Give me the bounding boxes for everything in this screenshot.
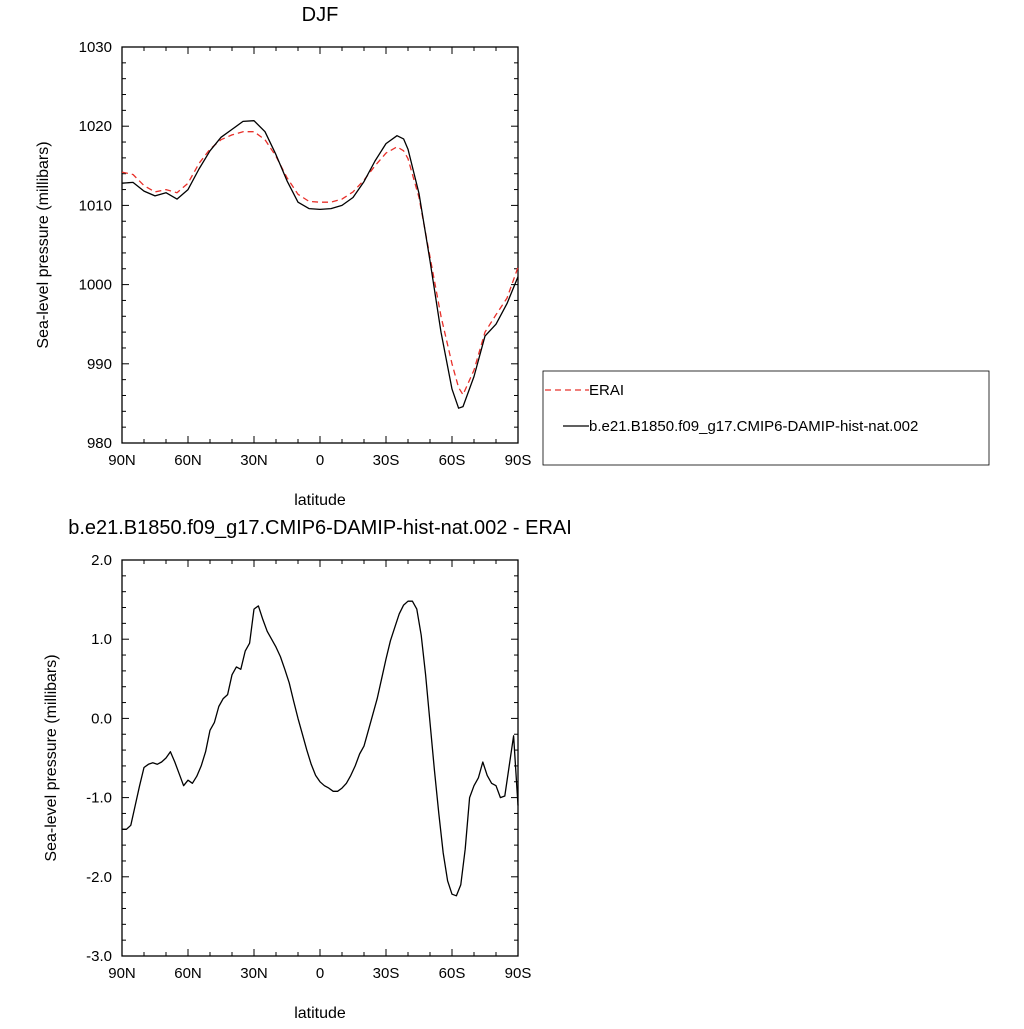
plot-frame <box>121 559 519 957</box>
x-tick-label: 0 <box>316 452 324 469</box>
series-line-0 <box>121 131 519 396</box>
x-tick-label: 60N <box>174 965 202 982</box>
legend-label-erai: ERAI <box>589 382 624 399</box>
y-tick-label: 1010 <box>79 197 112 214</box>
y-axis-label: Sea-level pressure (millibars) <box>35 141 52 348</box>
chart-title: b.e21.B1850.f09_g17.CMIP6-DAMIP-hist-nat… <box>68 517 572 539</box>
axis-ticks: 90N 60N 30N 0 30S 60S 90S -3.0 -2.0 -1.0 0.0 1.0 2.0 <box>86 552 531 982</box>
x-tick-label: 90S <box>505 965 532 982</box>
y-tick-label: 0.0 <box>91 710 112 727</box>
plot-lines <box>122 600 519 897</box>
x-tick-label: 30S <box>373 965 400 982</box>
x-tick-label: 30N <box>240 452 268 469</box>
chart-title: DJF <box>302 4 339 26</box>
x-tick-label: 60N <box>174 452 202 469</box>
y-tick-label: -1.0 <box>86 790 112 807</box>
y-tick-label: 980 <box>87 435 112 452</box>
x-tick-label: 60S <box>439 452 466 469</box>
x-tick-label: 60S <box>439 965 466 982</box>
y-axis-label: Sea-level pressure (millibars) <box>43 654 60 861</box>
x-axis-label: latitude <box>294 492 346 509</box>
panel-difference: b.e21.B1850.f09_g17.CMIP6-DAMIP-hist-nat… <box>43 517 572 1022</box>
x-tick-label: 0 <box>316 965 324 982</box>
panel-climatology: DJF 90N 60N 30N 0 30S 60S 90S 980 990 1000 1010 102… <box>35 4 990 509</box>
series-line-0 <box>122 600 519 897</box>
series-line-1 <box>121 120 519 409</box>
y-tick-label: -2.0 <box>86 869 112 886</box>
x-tick-label: 30S <box>373 452 400 469</box>
y-tick-label: 990 <box>87 356 112 373</box>
x-tick-label: 90S <box>505 452 532 469</box>
x-tick-label: 90N <box>108 965 136 982</box>
y-tick-label: -3.0 <box>86 948 112 965</box>
plot-frame <box>121 46 519 444</box>
legend-box <box>542 370 990 466</box>
plot-lines <box>121 120 519 409</box>
axis-ticks: 90N 60N 30N 0 30S 60S 90S 980 990 1000 1010 1020 103… <box>79 39 532 469</box>
y-tick-label: 1020 <box>79 118 112 135</box>
legend: ERAI b.e21.B1850.f09_g17.CMIP6-DAMIP-his… <box>542 370 990 466</box>
y-tick-label: 2.0 <box>91 552 112 569</box>
x-tick-label: 90N <box>108 452 136 469</box>
y-tick-label: 1.0 <box>91 631 112 648</box>
y-tick-label: 1030 <box>79 39 112 56</box>
legend-label-model: b.e21.B1850.f09_g17.CMIP6-DAMIP-hist-nat… <box>589 418 918 435</box>
x-tick-label: 30N <box>240 965 268 982</box>
y-tick-label: 1000 <box>79 277 112 294</box>
x-axis-label: latitude <box>294 1005 346 1022</box>
